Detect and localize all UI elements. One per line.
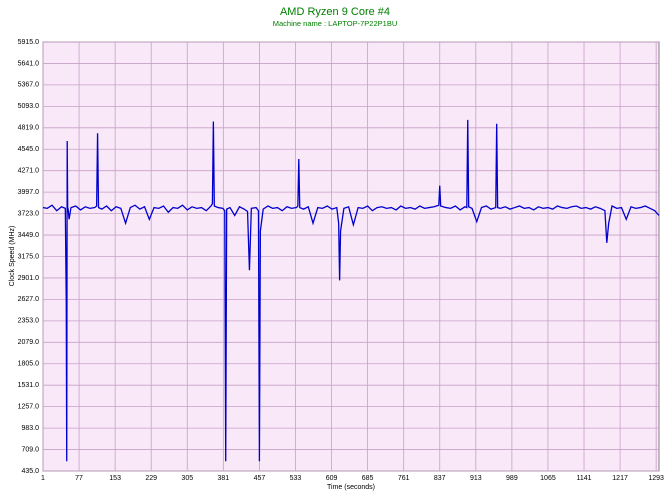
chart-title: AMD Ryzen 9 Core #4: [280, 6, 390, 18]
y-tick-label: 1531.0: [18, 382, 40, 389]
y-tick-label: 983.0: [21, 425, 39, 432]
y-tick-label: 2079.0: [18, 339, 40, 346]
y-tick-label: 1805.0: [18, 361, 40, 368]
x-tick-label: 533: [290, 475, 302, 482]
y-tick-label: 2901.0: [18, 275, 40, 282]
y-tick-label: 3449.0: [18, 232, 40, 239]
x-tick-label: 761: [398, 475, 410, 482]
x-tick-label: 305: [181, 475, 193, 482]
chart-subtitle: Machine name : LAPTOP-7P22P1BU: [273, 19, 398, 28]
y-tick-label: 435.0: [21, 468, 39, 475]
y-tick-label: 4271.0: [18, 168, 40, 175]
y-tick-label: 3175.0: [18, 253, 40, 260]
x-tick-label: 381: [217, 475, 229, 482]
y-tick-label: 4819.0: [18, 125, 40, 132]
y-tick-label: 3997.0: [18, 189, 40, 196]
x-tick-label: 77: [75, 475, 83, 482]
x-axis-label: Time (seconds): [327, 484, 375, 491]
data-line: [42, 119, 660, 462]
x-tick-label: 1293: [648, 475, 664, 482]
y-axis-label: Clock Speed (MHz): [9, 226, 16, 287]
y-tick-label: 4545.0: [18, 146, 40, 153]
y-tick-label: 1257.0: [18, 403, 40, 410]
y-tick-label: 2353.0: [18, 318, 40, 325]
x-tick-label: 685: [362, 475, 374, 482]
x-tick-label: 609: [326, 475, 338, 482]
x-tick-label: 1141: [576, 475, 591, 482]
x-tick-label: 837: [434, 475, 446, 482]
y-tick-label: 5915.0: [18, 39, 40, 46]
x-tick-label: 913: [470, 475, 482, 482]
x-tick-label: 153: [109, 475, 121, 482]
y-tick-label: 2627.0: [18, 296, 40, 303]
y-tick-label: 5641.0: [18, 60, 40, 67]
y-tick-label: 709.0: [21, 446, 39, 453]
x-tick-label: 457: [254, 475, 266, 482]
x-tick-label: 989: [506, 475, 518, 482]
x-tick-label: 1065: [540, 475, 556, 482]
y-tick-label: 5367.0: [18, 82, 40, 89]
x-tick-label: 1217: [612, 475, 628, 482]
y-tick-label: 5093.0: [18, 103, 40, 110]
x-tick-label: 1: [41, 475, 45, 482]
y-tick-label: 3723.0: [18, 210, 40, 217]
x-tick-label: 229: [145, 475, 157, 482]
